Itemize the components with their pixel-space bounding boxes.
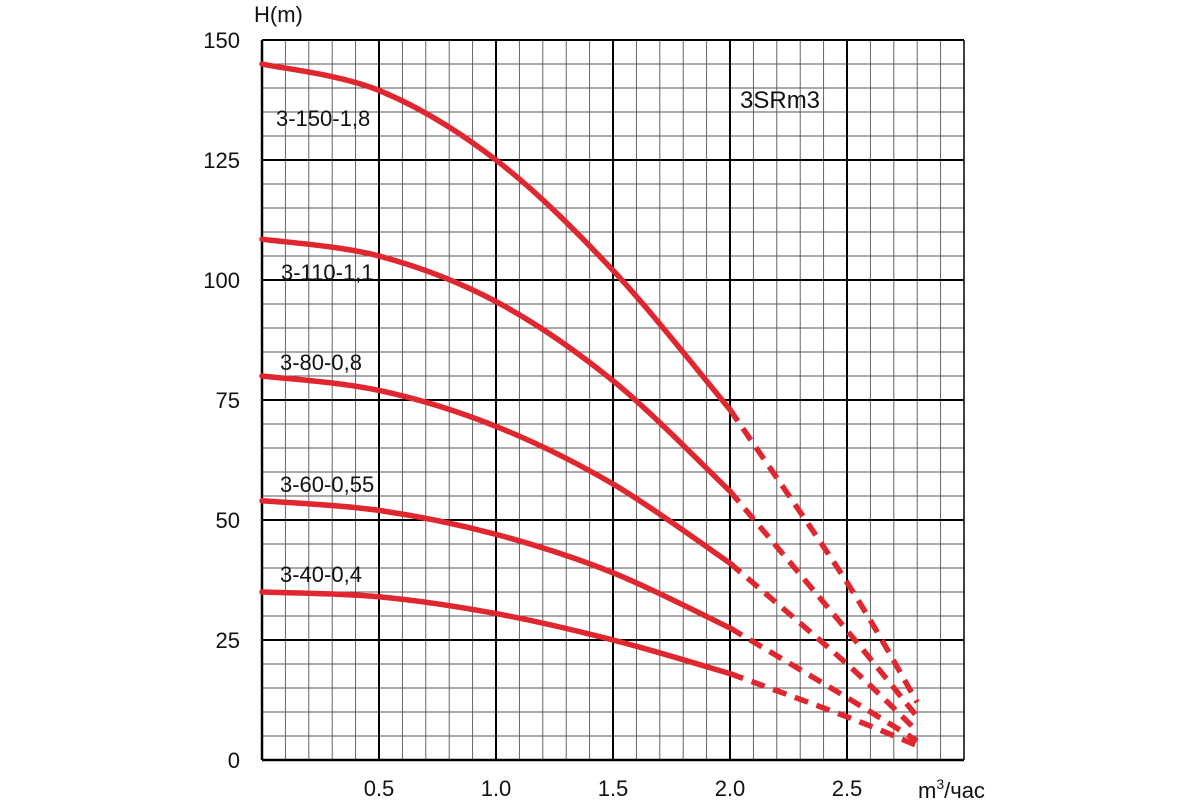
series-curve-1 [259,236,733,494]
x-tick-label: 2.5 [832,776,863,800]
x-tick-label: 2.0 [715,776,746,800]
series-curve-4 [259,589,733,677]
y-axis-title: H(m) [254,2,303,27]
y-tick-label: 125 [203,148,240,173]
x-axis-title: m3/час [918,776,985,800]
major-grid [262,39,964,760]
x-tick-label: 0.5 [364,776,395,800]
series-curve-0 [259,61,733,413]
y-tick-label: 25 [216,628,240,653]
axes [260,39,965,762]
series-curve-dashed-4 [729,671,919,749]
y-tick-label: 75 [216,388,240,413]
series-curve-3 [259,498,733,631]
x-axis-title-base: m [918,778,936,800]
series-label-3-60: 3-60-0,55 [280,472,374,497]
y-tick-label: 150 [203,28,240,53]
series-label-3-80: 3-80-0,8 [280,350,362,375]
x-axis-title-tail: /час [944,778,985,800]
x-tick-label: 1.0 [481,776,512,800]
series-curve-dashed-3 [728,625,919,744]
y-tick-label: 0 [228,748,240,773]
x-axis-title-sup: 3 [936,776,944,792]
series-curve-dashed-2 [728,561,920,734]
tick-labels: 0.5 1.0 1.5 2.0 2.5 0 25 50 75 100 125 150 [203,28,862,800]
series-curve-dashed-1 [727,489,920,719]
series-label-3-110: 3-110-1,1 [281,260,374,285]
y-tick-label: 50 [216,508,240,533]
x-tick-label: 1.5 [598,776,629,800]
series-label-3-150: 3-150-1,8 [276,106,370,131]
pump-curves [259,61,920,749]
chart-title: 3SRm3 [740,87,820,114]
series-curve-dashed-0 [727,408,920,704]
series-curve-2 [259,373,733,566]
series-label-3-40: 3-40-0,4 [280,562,362,587]
y-tick-label: 100 [203,268,240,293]
